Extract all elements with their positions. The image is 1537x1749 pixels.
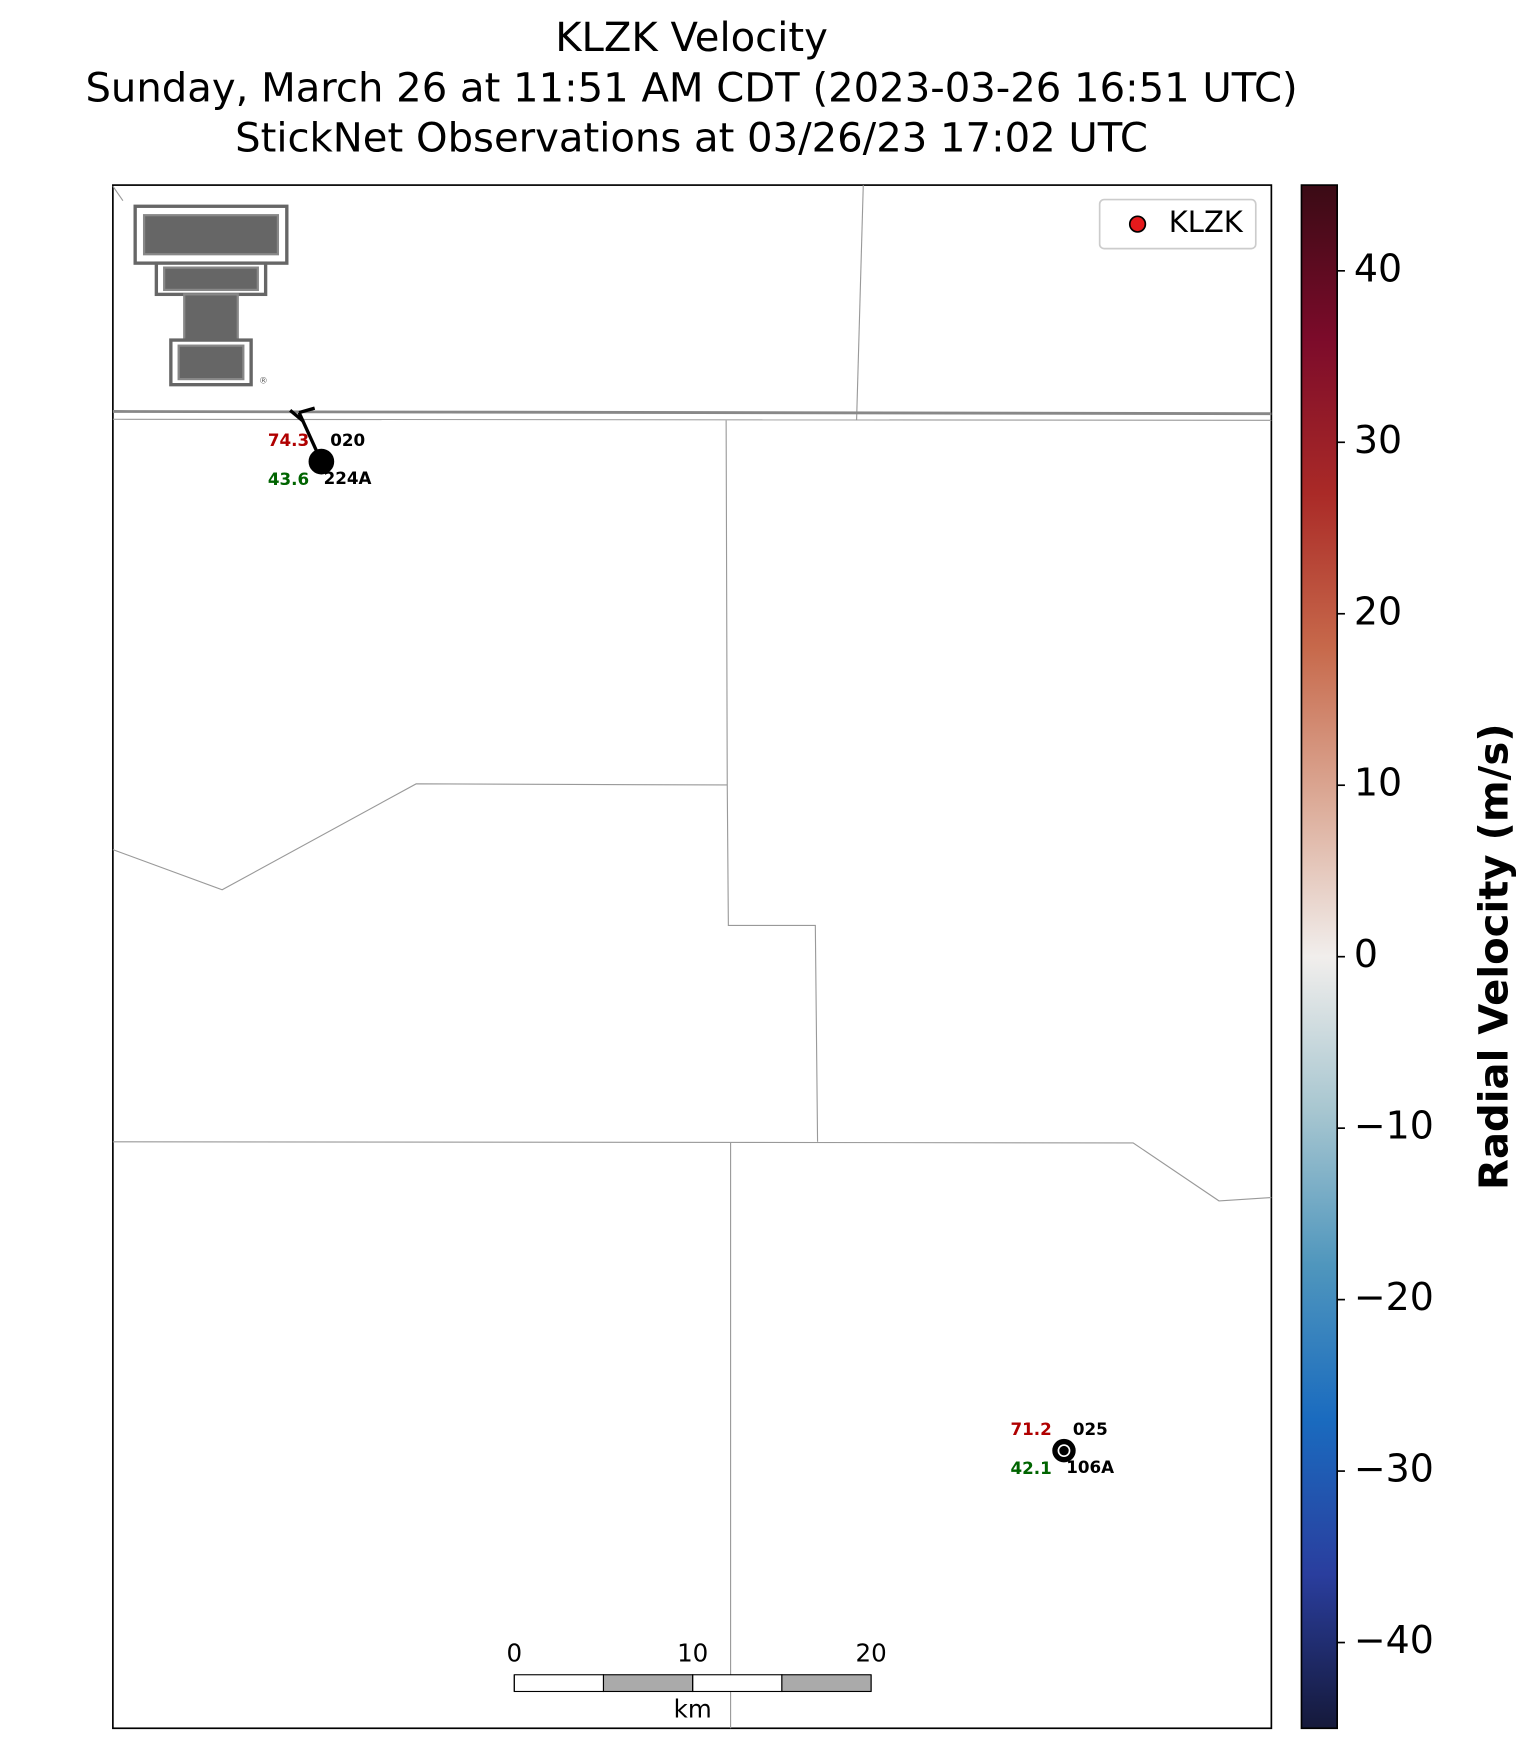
scale-bar: 0 10 20 km — [506, 1639, 886, 1724]
station-id: 224A — [324, 468, 372, 488]
svg-text:®: ® — [259, 377, 268, 387]
wind-barbs — [289, 406, 1076, 1463]
scale-segment — [692, 1674, 783, 1693]
colorbar-tick-label: −10 — [1354, 1104, 1434, 1148]
station-temperature: 74.3 — [268, 430, 309, 450]
stations: 74.3 43.6 020 224A 71.2 42.1 025 106A — [268, 430, 1114, 1478]
colorbar-tick-label: 0 — [1354, 932, 1378, 976]
station-pressure: 020 — [330, 430, 365, 450]
title-line: StickNet Observations at 03/26/23 17:02 … — [235, 115, 1148, 161]
legend-marker — [1128, 215, 1147, 233]
title-line: Sunday, March 26 at 11:51 AM CDT (2023-0… — [85, 65, 1297, 111]
colorbar-tick-label: −40 — [1354, 1618, 1434, 1662]
logo: ® — [133, 204, 289, 387]
legend-label: KLZK — [1169, 205, 1244, 239]
colorbar-tick-label: 40 — [1354, 246, 1402, 290]
colorbar-label: Radial Velocity (m/s) — [1472, 723, 1518, 1190]
colorbar-tick-label: 20 — [1354, 589, 1402, 633]
colorbar-gradient — [1300, 184, 1338, 1730]
colorbar-tick-label: 10 — [1354, 761, 1402, 805]
scale-segment — [513, 1674, 605, 1693]
scale-tick-label: 10 — [677, 1639, 708, 1668]
scale-tick-label: 20 — [855, 1639, 886, 1668]
colorbar-tick-label: −20 — [1354, 1275, 1434, 1319]
legend: KLZK — [1098, 198, 1257, 250]
scale-segment — [602, 1674, 694, 1693]
scale-unit: km — [674, 1694, 712, 1723]
scale-segment — [781, 1674, 872, 1693]
scale-tick-label: 0 — [506, 1639, 522, 1668]
title-line: KLZK Velocity — [555, 15, 828, 61]
map-frame — [112, 184, 1273, 1730]
colorbar-tick-label: 30 — [1354, 418, 1402, 462]
station-temperature: 71.2 — [1010, 1419, 1051, 1439]
station-dewpoint: 43.6 — [268, 469, 309, 489]
station-id: 106A — [1066, 1457, 1114, 1477]
colorbar: −40 −30 −20 −10 0 10 20 30 40 Radial Velocity (m/… — [1300, 184, 1518, 1730]
station-pressure: 025 — [1073, 1419, 1108, 1439]
colorbar-tick-label: −30 — [1354, 1447, 1434, 1491]
station-dewpoint: 42.1 — [1010, 1458, 1051, 1478]
